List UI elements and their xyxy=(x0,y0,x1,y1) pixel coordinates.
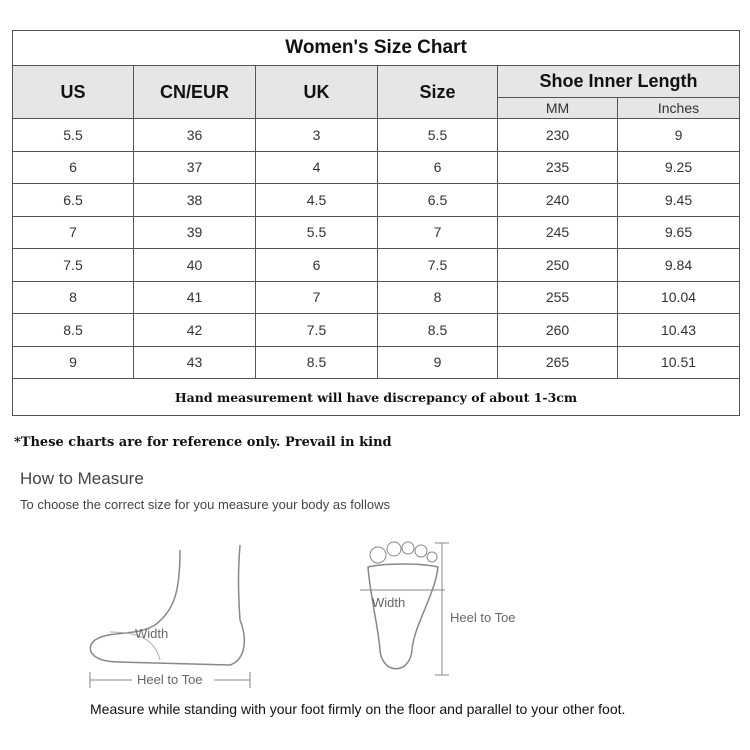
side-width-label: Width xyxy=(135,626,168,641)
cell-us: 8 xyxy=(12,280,134,314)
cell-us: 7.5 xyxy=(12,248,134,282)
how-to-measure-title: How to Measure xyxy=(20,469,144,488)
cell-uk: 3 xyxy=(255,118,378,152)
cell-inches: 9 xyxy=(616,118,741,152)
table-row: 8 41 7 8 255 10.04 xyxy=(12,280,741,314)
cell-size: 6.5 xyxy=(377,183,498,217)
cell-uk: 7.5 xyxy=(255,313,378,347)
cell-uk: 4 xyxy=(255,150,378,184)
cell-cn-eur: 43 xyxy=(133,345,256,379)
cell-mm: 265 xyxy=(497,345,618,379)
cell-inches: 10.43 xyxy=(616,313,741,347)
cell-mm: 255 xyxy=(497,280,618,314)
cell-us: 6 xyxy=(12,150,134,184)
cell-mm: 240 xyxy=(497,183,618,217)
cell-cn-eur: 38 xyxy=(133,183,256,217)
cell-uk: 4.5 xyxy=(255,183,378,217)
cell-inches: 9.45 xyxy=(616,183,741,217)
table-row: 7.5 40 6 7.5 250 9.84 xyxy=(12,248,741,282)
table-row: 5.5 36 3 5.5 230 9 xyxy=(12,118,741,152)
cell-size: 8.5 xyxy=(377,313,498,347)
measure-caption: Measure while standing with your foot fi… xyxy=(90,701,626,717)
header-size: Size xyxy=(377,65,498,119)
cell-cn-eur: 40 xyxy=(133,248,256,282)
cell-uk: 7 xyxy=(255,280,378,314)
cell-size: 9 xyxy=(377,345,498,379)
cell-cn-eur: 37 xyxy=(133,150,256,184)
cell-inches: 9.25 xyxy=(616,150,741,184)
size-chart-table: Women's Size Chart US CN/EUR UK Size Sho… xyxy=(11,30,741,416)
header-uk: UK xyxy=(255,65,378,119)
cell-mm: 260 xyxy=(497,313,618,347)
cell-mm: 235 xyxy=(497,150,618,184)
table-row: 7 39 5.5 7 245 9.65 xyxy=(12,215,741,249)
foot-side-illustration: Width Heel to Toe xyxy=(89,544,251,688)
cell-mm: 250 xyxy=(497,248,618,282)
cell-size: 8 xyxy=(377,280,498,314)
cell-us: 6.5 xyxy=(12,183,134,217)
header-inches: Inches xyxy=(616,97,741,119)
header-cneur: CN/EUR xyxy=(133,65,256,119)
cell-cn-eur: 41 xyxy=(133,280,256,314)
cell-uk: 6 xyxy=(255,248,378,282)
sole-width-label: Width xyxy=(372,595,405,610)
how-to-measure-subtitle: To choose the correct size for you measu… xyxy=(20,497,390,512)
table-row: 6 37 4 6 235 9.25 xyxy=(12,150,741,184)
reference-note: *These charts are for reference only. Pr… xyxy=(14,435,392,450)
table-row: 9 43 8.5 9 265 10.51 xyxy=(12,345,741,379)
cell-size: 5.5 xyxy=(377,118,498,152)
table-title: Women's Size Chart xyxy=(11,30,741,66)
cell-inches: 9.84 xyxy=(616,248,741,282)
cell-uk: 5.5 xyxy=(255,215,378,249)
cell-cn-eur: 42 xyxy=(133,313,256,347)
sole-heel-to-toe-label: Heel to Toe xyxy=(450,610,516,625)
cell-inches: 10.51 xyxy=(616,345,741,379)
cell-mm: 245 xyxy=(497,215,618,249)
foot-sole-illustration: Width Heel to Toe xyxy=(360,541,516,676)
cell-cn-eur: 39 xyxy=(133,215,256,249)
header-us: US xyxy=(12,65,134,119)
table-row: 6.5 38 4.5 6.5 240 9.45 xyxy=(12,183,741,217)
cell-us: 9 xyxy=(12,345,134,379)
cell-size: 6 xyxy=(377,150,498,184)
cell-mm: 230 xyxy=(497,118,618,152)
cell-inches: 9.65 xyxy=(616,215,741,249)
cell-size: 7 xyxy=(377,215,498,249)
cell-uk: 8.5 xyxy=(255,345,378,379)
cell-inches: 10.04 xyxy=(616,280,741,314)
cell-cn-eur: 36 xyxy=(133,118,256,152)
cell-us: 7 xyxy=(12,215,134,249)
cell-us: 5.5 xyxy=(12,118,134,152)
header-inner-length: Shoe Inner Length xyxy=(496,65,741,98)
table-footer: Hand measurement will have discrepancy o… xyxy=(11,378,741,416)
table-row: 8.5 42 7.5 8.5 260 10.43 xyxy=(12,313,741,347)
header-mm: MM xyxy=(497,97,618,119)
cell-size: 7.5 xyxy=(377,248,498,282)
side-heel-to-toe-label: Heel to Toe xyxy=(137,672,203,687)
cell-us: 8.5 xyxy=(12,313,134,347)
